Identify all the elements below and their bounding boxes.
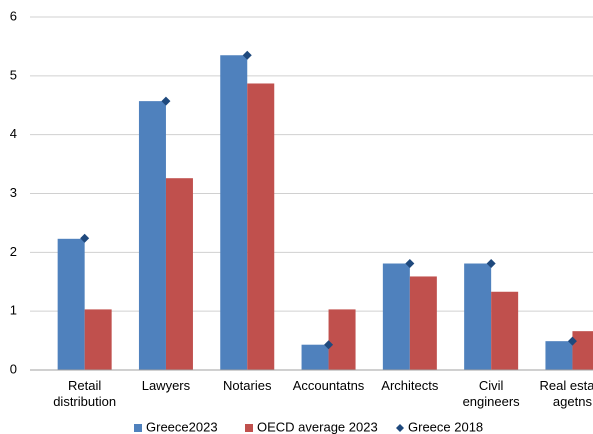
bar (464, 263, 492, 370)
x-tick-label: Architects (381, 378, 439, 393)
bar (545, 341, 573, 370)
y-tick-label: 0 (10, 361, 17, 376)
legend-marker (396, 424, 404, 432)
marker (324, 340, 334, 350)
y-tick-label: 5 (10, 67, 17, 82)
legend-label: Greece 2018 (408, 419, 483, 434)
bar (301, 344, 329, 370)
x-tick-label: Accountatns (292, 378, 365, 393)
y-tick-label: 6 (10, 8, 17, 23)
marker (161, 96, 171, 106)
x-tick-label: Lawyers (141, 378, 191, 393)
bar (84, 309, 112, 370)
bar (138, 101, 166, 371)
marker (567, 336, 577, 346)
marker (486, 259, 496, 269)
x-tick-label: Real estate agetns (539, 378, 593, 409)
marker (80, 233, 90, 243)
legend-swatch (245, 424, 253, 432)
bar (247, 83, 275, 371)
x-tick-label: Civil engineers (462, 378, 520, 409)
bar (220, 55, 248, 370)
bar (328, 309, 356, 370)
x-tick-label: Retail distribution (53, 378, 117, 409)
y-tick-label: 2 (10, 244, 17, 259)
y-tick-label: 3 (10, 185, 17, 200)
bar (57, 238, 85, 370)
bar (409, 276, 437, 370)
x-tick-label: Notaries (223, 378, 272, 393)
bar (165, 178, 193, 370)
bar (382, 263, 410, 370)
bar (572, 331, 593, 370)
marker (242, 50, 252, 60)
legend-label: Greece2023 (146, 419, 218, 434)
legend-label: OECD average 2023 (257, 419, 378, 434)
y-tick-label: 4 (10, 126, 17, 141)
y-tick-label: 1 (10, 303, 17, 318)
legend-swatch (134, 424, 142, 432)
marker (405, 259, 415, 269)
bar (491, 291, 519, 370)
